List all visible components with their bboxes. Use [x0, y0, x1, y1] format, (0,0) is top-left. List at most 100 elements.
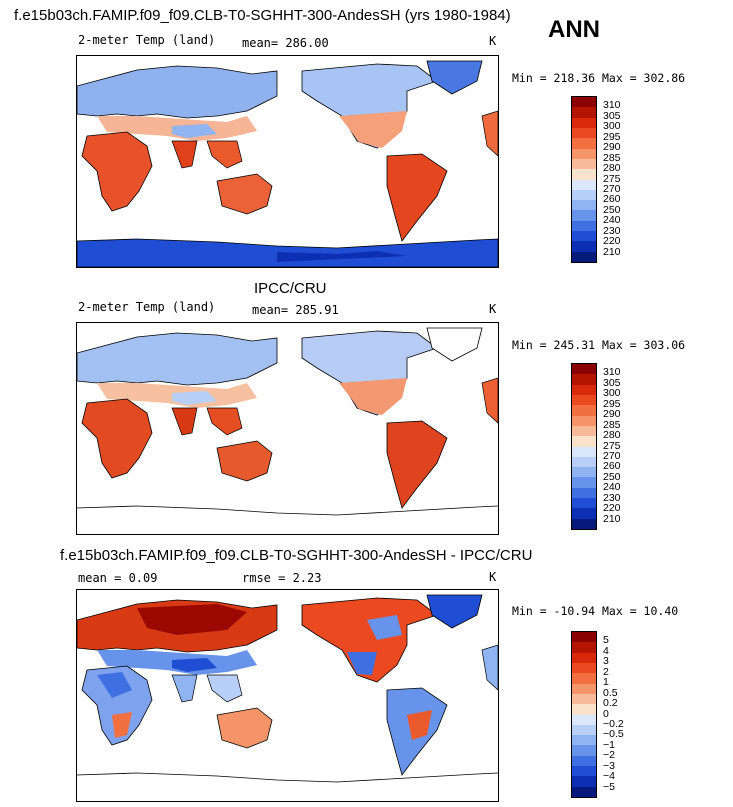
colorbar-swatch: [572, 241, 596, 252]
panel2-map-svg: [77, 327, 498, 516]
colorbar-tick-label: 210: [603, 245, 621, 258]
colorbar-swatch: [572, 642, 596, 653]
colorbar-tick-label: 5: [603, 634, 609, 647]
colorbar-swatch: [572, 735, 596, 746]
colorbar-tick-label: 290: [603, 408, 621, 421]
colorbar-swatch: [572, 456, 596, 468]
colorbar-tick-label: 305: [603, 109, 621, 122]
colorbar-swatch: [572, 724, 596, 736]
colorbar-swatch: [572, 673, 596, 684]
colorbar-swatch: [572, 662, 596, 674]
colorbar-tick-label: 310: [603, 366, 621, 379]
colorbar-tick-label: 305: [603, 376, 621, 389]
colorbar-tick-label: 270: [603, 449, 621, 462]
panel3-land: [77, 594, 498, 783]
colorbar-tick-label: 310: [603, 99, 621, 112]
colorbar-tick-label: −1: [603, 738, 615, 751]
colorbar-swatch: [572, 251, 596, 262]
panel2-variable: 2-meter Temp (land): [78, 300, 216, 314]
panel3-units: K: [489, 570, 497, 584]
colorbar-tick-label: 300: [603, 387, 621, 400]
colorbar-swatch: [572, 786, 596, 797]
panel2-map: [76, 322, 499, 535]
colorbar-swatch: [572, 364, 596, 375]
colorbar-tick-label: 270: [603, 182, 621, 195]
colorbar-tick-label: 210: [603, 512, 621, 525]
panel3-minmax: Min = -10.94 Max = 10.40: [512, 604, 679, 618]
colorbar-tick-label: −2: [603, 749, 615, 762]
panel1-variable: 2-meter Temp (land): [78, 33, 216, 47]
colorbar-tick-label: −0.5: [603, 728, 624, 741]
colorbar-swatch: [572, 632, 596, 643]
colorbar-swatch: [572, 467, 596, 478]
colorbar-swatch: [572, 107, 596, 118]
colorbar-swatch: [572, 374, 596, 385]
colorbar-tick-label: 260: [603, 193, 621, 206]
panel1-colorbar: [571, 96, 597, 263]
colorbar-tick-label: 250: [603, 470, 621, 483]
colorbar-tick-label: 275: [603, 172, 621, 185]
colorbar-tick-label: 4: [603, 644, 609, 657]
panel3-colorbar: [571, 631, 597, 798]
colorbar-swatch: [572, 394, 596, 406]
colorbar-tick-label: 285: [603, 418, 621, 431]
colorbar-swatch: [572, 714, 596, 725]
colorbar-tick-label: 220: [603, 235, 621, 248]
colorbar-swatch: [572, 158, 596, 170]
colorbar-swatch: [572, 415, 596, 426]
panel1-mean: mean= 286.00: [242, 36, 329, 50]
colorbar-tick-label: 0.2: [603, 697, 618, 710]
colorbar-swatch: [572, 683, 596, 694]
colorbar-tick-label: 230: [603, 224, 621, 237]
panel2-units: K: [489, 302, 497, 316]
colorbar-swatch: [572, 755, 596, 767]
colorbar-swatch: [572, 446, 596, 457]
panel2-land: [77, 327, 498, 516]
colorbar-tick-label: 220: [603, 502, 621, 515]
colorbar-tick-label: −0.2: [603, 717, 624, 730]
colorbar-swatch: [572, 436, 596, 447]
colorbar-swatch: [572, 518, 596, 529]
panel1-map: [76, 55, 499, 268]
colorbar-swatch: [572, 776, 596, 787]
colorbar-swatch: [572, 169, 596, 180]
colorbar-swatch: [572, 693, 596, 705]
colorbar-tick-label: 1: [603, 676, 609, 689]
colorbar-tick-label: 0: [603, 707, 609, 720]
panel1-map-svg: [77, 60, 498, 267]
colorbar-swatch: [572, 231, 596, 242]
colorbar-swatch: [572, 200, 596, 211]
colorbar-tick-label: 280: [603, 162, 621, 175]
colorbar-swatch: [572, 97, 596, 108]
colorbar-swatch: [572, 745, 596, 756]
colorbar-tick-label: 230: [603, 491, 621, 504]
colorbar-tick-label: 250: [603, 203, 621, 216]
panel2-minmax: Min = 245.31 Max = 303.06: [512, 338, 686, 352]
colorbar-tick-label: 295: [603, 397, 621, 410]
panel1-minmax: Min = 218.36 Max = 302.86: [512, 71, 686, 85]
colorbar-swatch: [572, 127, 596, 139]
colorbar-swatch: [572, 220, 596, 232]
colorbar-swatch: [572, 704, 596, 715]
colorbar-swatch: [572, 405, 596, 416]
colorbar-tick-label: 240: [603, 214, 621, 227]
panel3-mean: mean = 0.09: [78, 571, 158, 585]
colorbar-swatch: [572, 425, 596, 437]
panel1-land: [77, 60, 498, 267]
colorbar-swatch: [572, 487, 596, 499]
colorbar-tick-label: 290: [603, 141, 621, 154]
colorbar-tick-label: −4: [603, 770, 615, 783]
colorbar-tick-label: 300: [603, 120, 621, 133]
panel3-map-svg: [77, 594, 498, 783]
colorbar-tick-label: 285: [603, 151, 621, 164]
colorbar-swatch: [572, 384, 596, 395]
panel2-colorbar: [571, 363, 597, 530]
colorbar-tick-label: −5: [603, 780, 615, 793]
panel3-map: [76, 589, 499, 802]
panel2-mean: mean= 285.91: [252, 303, 339, 317]
figure-title: f.e15b03ch.FAMIP.f09_f09.CLB-T0-SGHHT-30…: [14, 7, 511, 24]
colorbar-swatch: [572, 138, 596, 149]
colorbar-swatch: [572, 508, 596, 519]
colorbar-tick-label: 240: [603, 481, 621, 494]
colorbar-swatch: [572, 189, 596, 201]
